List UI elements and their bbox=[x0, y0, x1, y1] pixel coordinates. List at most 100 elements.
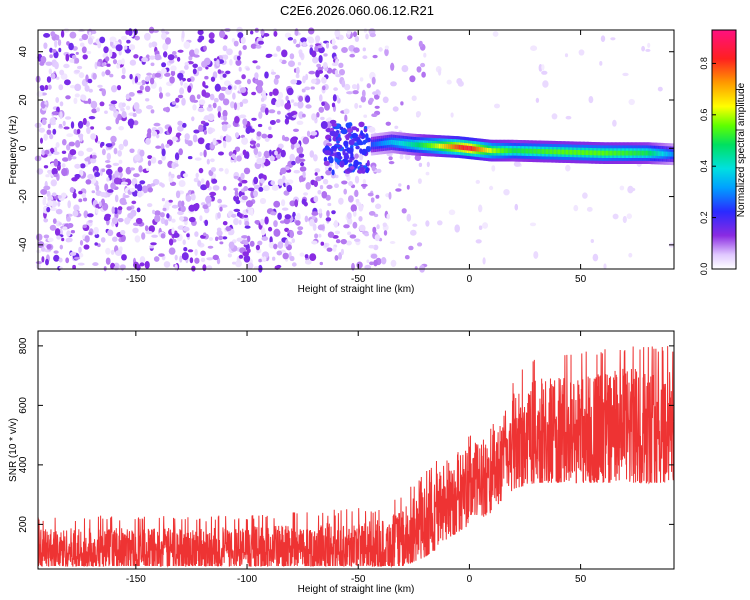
spectrogram-cell bbox=[44, 84, 49, 91]
spectrogram-ridge-cell bbox=[446, 144, 449, 149]
spectrogram-cell bbox=[56, 76, 60, 80]
spectrogram-ridge-cell bbox=[461, 145, 464, 150]
spectrogram-cell bbox=[304, 254, 309, 259]
spectrogram-cell bbox=[565, 164, 571, 172]
spectrogram-cell bbox=[86, 50, 92, 55]
spectrogram-cell bbox=[192, 134, 198, 143]
spectrogram-cell bbox=[104, 183, 109, 192]
spectrogram-cell bbox=[359, 166, 365, 171]
spectrogram-ridge-cell bbox=[621, 150, 624, 156]
spectrogram-cell bbox=[153, 122, 161, 127]
spectrogram-cell bbox=[293, 102, 298, 107]
spectrogram-cell bbox=[370, 197, 375, 203]
spectrogram-ridge-cell bbox=[466, 145, 469, 151]
spectrogram-cell bbox=[513, 161, 521, 167]
spectrogram-cell bbox=[150, 109, 155, 114]
spectrogram-ridge-cell bbox=[540, 149, 543, 154]
spectrogram-cell bbox=[82, 118, 87, 125]
spectrogram-cell bbox=[161, 197, 165, 202]
spectrogram-cell bbox=[309, 253, 317, 261]
spectrogram-cell bbox=[344, 114, 348, 122]
spectrogram-cell bbox=[131, 77, 135, 85]
y-tick-label: -40 bbox=[18, 237, 29, 252]
spectrogram-cell bbox=[94, 233, 100, 239]
spectrogram-cell bbox=[159, 182, 163, 187]
spectrogram-cell bbox=[69, 149, 77, 156]
spectrogram-cell bbox=[533, 251, 539, 259]
spectrogram-cell bbox=[264, 71, 269, 79]
spectrogram-ridge-cell bbox=[421, 142, 424, 148]
spectrogram-cell bbox=[329, 130, 337, 137]
spectrogram-cell bbox=[268, 109, 276, 114]
spectrogram-cell bbox=[242, 98, 249, 104]
spectrogram-ridge-cell bbox=[529, 148, 532, 154]
spectrogram-cell bbox=[87, 213, 94, 218]
spectrogram-cell bbox=[106, 177, 110, 182]
spectrogram-cell bbox=[258, 258, 262, 263]
spectrogram-cell bbox=[619, 185, 625, 191]
spectrogram-cell bbox=[296, 145, 304, 154]
spectrogram-cell bbox=[90, 126, 95, 130]
spectrogram-cell bbox=[101, 168, 106, 173]
spectrogram-cell bbox=[346, 30, 352, 35]
spectrogram-cell bbox=[302, 113, 306, 118]
spectrogram-ridge-cell bbox=[469, 146, 472, 151]
spectrogram-cell bbox=[164, 219, 169, 226]
spectrogram-cell bbox=[234, 116, 240, 124]
spectrogram-ridge-cell bbox=[575, 150, 577, 155]
spectrogram-cell bbox=[366, 259, 370, 264]
spectrogram-cell bbox=[334, 183, 339, 188]
spectrogram-cell bbox=[65, 257, 70, 264]
spectrogram-cell bbox=[198, 124, 204, 132]
spectrogram-cell bbox=[311, 50, 317, 58]
spectrogram-cell bbox=[277, 178, 284, 186]
spectrogram-cell bbox=[161, 148, 166, 157]
spectrogram-cell bbox=[410, 229, 417, 236]
spectrogram-cell bbox=[320, 121, 328, 129]
spectrogram-cell bbox=[241, 179, 248, 184]
spectrogram-cell bbox=[212, 254, 219, 261]
spectrogram-cell bbox=[146, 72, 153, 76]
spectrogram-cell bbox=[207, 113, 215, 121]
spectrogram-cell bbox=[109, 49, 113, 58]
spectrogram-cell bbox=[530, 45, 538, 51]
spectrogram-cell bbox=[347, 132, 352, 137]
spectrogram-cell bbox=[171, 227, 175, 235]
spectrogram-cell bbox=[354, 189, 359, 197]
spectrogram-cell bbox=[404, 154, 411, 161]
spectrogram-cell bbox=[323, 179, 329, 185]
spectrogram-cell bbox=[337, 137, 342, 142]
spectrogram-cell bbox=[366, 83, 371, 89]
spectrogram-cell bbox=[289, 53, 295, 60]
spectrogram-cell bbox=[170, 70, 176, 77]
spectrogram-cell bbox=[286, 87, 294, 96]
spectrogram-ridge-cell bbox=[441, 143, 444, 149]
spectrogram-cell bbox=[103, 215, 111, 222]
spectrogram-cell bbox=[332, 45, 338, 50]
spectrogram-cell bbox=[283, 217, 291, 225]
colorbar-ticks: 0.0 0.2 0.4 0.6 0.8 bbox=[699, 57, 716, 275]
spectrogram-cell bbox=[222, 73, 227, 78]
spectrogram-ridge-cell bbox=[482, 147, 485, 153]
spectrogram-cell bbox=[208, 38, 215, 44]
spectrogram-cell bbox=[82, 54, 88, 60]
spectrogram-cell bbox=[328, 167, 332, 172]
spectrogram-cell bbox=[418, 40, 423, 48]
spectrogram-cell bbox=[62, 139, 67, 146]
spectrogram-cell bbox=[43, 33, 50, 38]
spectrogram-cell bbox=[323, 160, 330, 166]
spectrogram-cell bbox=[289, 153, 296, 162]
spectrogram-ridge-cell bbox=[669, 151, 672, 157]
spectrogram-ridge-cell bbox=[659, 151, 662, 157]
snr-x-axis-label: Height of straight line (km) bbox=[298, 584, 415, 595]
spectrogram-cell bbox=[218, 151, 224, 156]
spectrogram-cell bbox=[251, 91, 257, 96]
spectrogram-ridge-cell bbox=[552, 149, 555, 155]
spectrogram-cell bbox=[311, 240, 318, 245]
spectrogram-ridge-cell bbox=[517, 148, 520, 154]
spectrogram-cell bbox=[245, 127, 251, 134]
spectrogram-cell bbox=[383, 230, 388, 236]
spectrogram-cell bbox=[112, 236, 118, 242]
spectrogram-cell bbox=[174, 152, 180, 161]
spectrogram-cell bbox=[78, 190, 83, 195]
